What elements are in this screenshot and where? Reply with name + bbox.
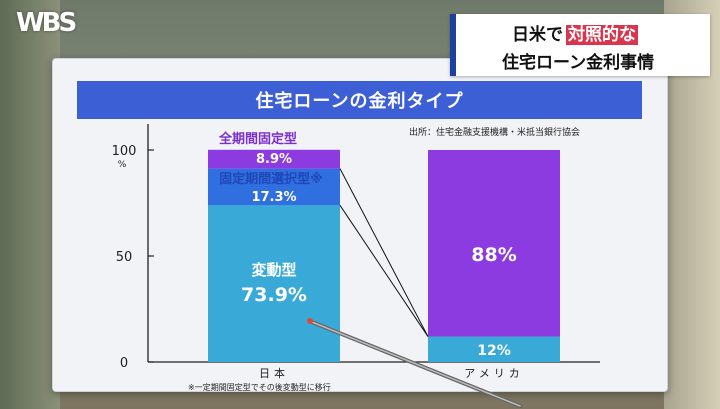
legend-label-fixed-full: 全期間固定型 — [218, 131, 297, 147]
studio-background-left — [0, 0, 60, 409]
x-tick-label: アメリカ — [464, 367, 523, 380]
connector-line — [339, 205, 429, 337]
x-tick-label: 日本 — [259, 366, 289, 380]
bar-segment — [428, 336, 560, 362]
y-unit-label: % — [118, 160, 127, 170]
caption-line-1: 日米で 対照的な — [512, 20, 638, 45]
y-tick-label: 100 — [112, 144, 137, 159]
bar-segment — [208, 149, 340, 169]
data-label: 8.9% — [256, 152, 292, 167]
caption-highlight: 対照的な — [566, 25, 638, 45]
legend-label-variable: 変動型 — [251, 261, 296, 279]
y-tick-label: 50 — [116, 250, 133, 265]
legend-label-fixed-period: 固定期間選択型※ — [219, 171, 323, 187]
data-label: 73.9% — [241, 284, 307, 306]
presentation-board: 住宅ローンの金利タイプ 出所：住宅金融支援機構・米抵当銀行協会 ※一定期間固定型… — [52, 58, 668, 392]
data-label: 88% — [471, 244, 516, 266]
data-label: 12% — [477, 343, 511, 359]
chart-source: 出所：住宅金融支援機構・米抵当銀行協会 — [409, 128, 581, 138]
caption-prefix: 日米で — [512, 25, 563, 45]
pointer-stick-shade — [311, 321, 521, 407]
pointer-tip — [307, 318, 313, 324]
bar-segment — [208, 168, 340, 206]
news-caption: 日米で 対照的な 住宅ローン金利事情 — [450, 14, 710, 76]
chart-footnote: ※一定期間固定型でその後変動型に移行 — [188, 383, 331, 392]
chart-title: 住宅ローンの金利タイプ — [77, 81, 642, 119]
bar-segment — [428, 150, 560, 337]
bar-segment — [208, 205, 340, 362]
y-tick-label: 0 — [120, 356, 128, 371]
connector-line — [339, 168, 429, 337]
caption-line-2: 住宅ローン金利事情 — [502, 53, 655, 73]
channel-logo: WBS — [16, 8, 77, 38]
data-label: 17.3% — [251, 190, 296, 205]
